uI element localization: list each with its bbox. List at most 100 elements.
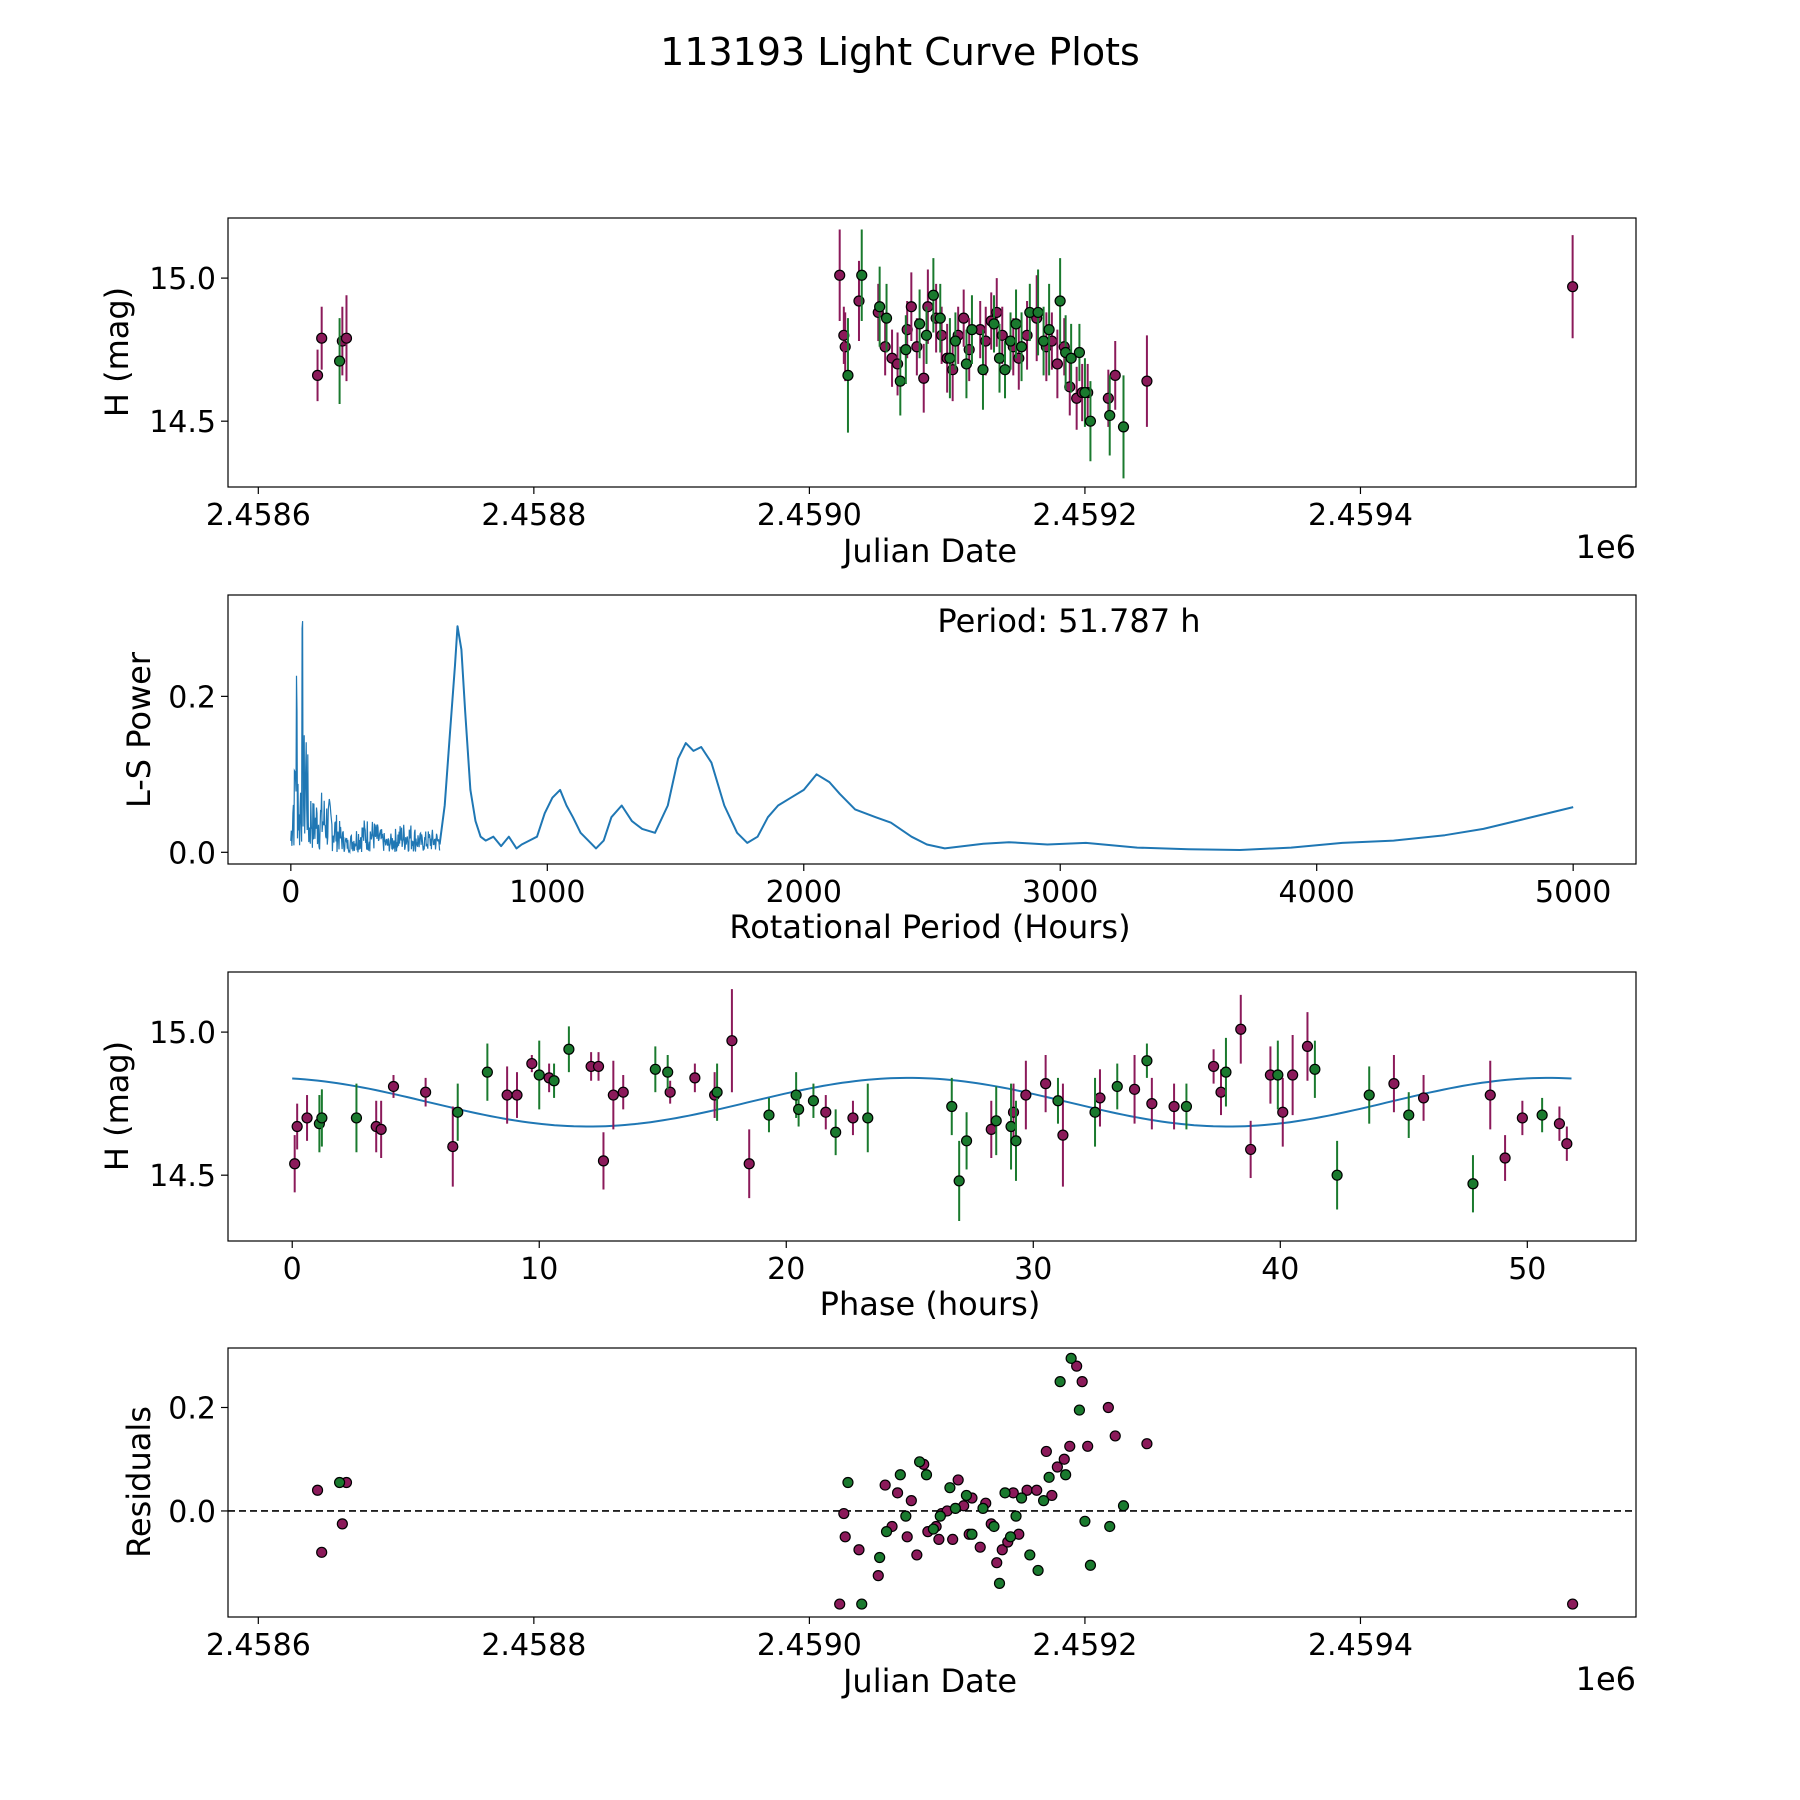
x-tick-label: 4000 [1279,875,1355,910]
data-point [1141,375,1153,387]
data-point [1043,324,1055,336]
data-point [649,1063,661,1075]
data-point [1499,1152,1511,1164]
data-point [958,312,970,324]
data-point [856,269,868,281]
data-point [291,1120,303,1133]
figure-title: 113193 Light Curve Plots [660,30,1140,74]
x-tick-label: 3000 [1022,875,1098,910]
periodogram-y-ticks: 0.0 0.2 [168,680,228,871]
x-tick-label: 50 [1508,1252,1546,1287]
data-point [1073,346,1086,359]
data-point [1104,409,1116,422]
x-tick-label: 20 [767,1252,805,1287]
residuals-x-offset-label: 1e6 [1576,1660,1636,1698]
data-point [311,1484,324,1496]
x-tick-label: 30 [1014,1252,1052,1287]
data-point [920,329,933,341]
y-tick-label: 15.0 [149,1016,216,1051]
data-point [1010,1135,1022,1147]
data-point [1104,1520,1116,1533]
data-point [1084,415,1097,427]
periodogram-x-ticks: 0 1000 2000 3000 4000 5000 [281,864,1611,910]
x-tick-label: 40 [1261,1252,1299,1287]
data-point [333,355,346,367]
data-point [1484,1089,1496,1101]
data-point [711,1086,723,1098]
data-point [879,341,891,353]
residuals-xlabel: Julian Date [841,1662,1017,1700]
data-point [743,1158,755,1170]
data-point [1060,1469,1072,1481]
residuals-x-ticks: 2.4586 2.4588 2.4590 2.4592 2.4594 [206,1617,1413,1663]
data-point [856,1598,868,1610]
data-point [726,1035,738,1047]
data-point [1207,1060,1220,1073]
data-point [1567,1598,1579,1610]
data-point [1057,1129,1069,1141]
lightcurve-ylabel: H (mag) [98,287,136,417]
data-point [447,1140,459,1153]
data-point [1403,1109,1415,1121]
data-point [1015,1492,1028,1504]
data-point [1567,281,1579,293]
data-point [289,1158,301,1170]
data-point [1065,1352,1077,1364]
data-point [1536,1109,1548,1121]
data-point [1082,1440,1094,1452]
data-point [914,318,926,330]
data-point [894,1469,906,1481]
data-point [1015,341,1028,353]
data-point [511,1089,523,1101]
lightcurve-axes-frame [227,217,1637,488]
residuals-marks [228,1352,1636,1610]
data-point [375,1123,387,1135]
data-point [1117,1500,1130,1512]
data-point [1331,1169,1343,1181]
data-point [1051,358,1063,370]
data-point [949,1502,962,1514]
residuals-ylabel: Residuals [120,1406,158,1558]
data-point [387,1080,400,1093]
data-point [1467,1178,1479,1190]
data-point [1065,352,1077,364]
data-point [874,1551,886,1564]
data-point [1363,1089,1375,1101]
y-tick-label: 15.0 [149,262,216,297]
data-point [1020,1089,1032,1101]
data-point [991,1557,1003,1569]
data-point [1076,1376,1088,1388]
data-point [879,1479,891,1491]
data-point [993,1577,1006,1589]
data-point [1146,1098,1158,1110]
data-point [901,1531,913,1543]
data-point [1089,1106,1101,1118]
x-tick-label: 10 [520,1252,558,1287]
data-point [1004,335,1017,347]
data-point [922,301,934,313]
data-point [927,289,939,301]
data-point [996,1544,1008,1556]
phased-x-ticks: 0 10 20 30 40 50 [283,1241,1546,1287]
data-point [880,1526,893,1538]
periodogram-marks [290,621,1574,855]
data-point [1064,1440,1076,1452]
data-point [1272,1069,1284,1081]
y-tick-label: 0.2 [168,680,216,715]
data-point [944,1482,956,1494]
data-point [1084,1559,1097,1571]
data-point [936,329,948,341]
data-point [1032,1564,1044,1577]
data-point [1309,1063,1321,1075]
data-point [847,1112,859,1124]
data-point [333,1476,346,1489]
data-point [838,1507,850,1520]
data-point [1417,1092,1430,1104]
data-point [664,1086,676,1098]
lightcurve-x-ticks: 2.4586 2.4588 2.4590 2.4592 2.4594 [206,487,1413,533]
data-point [911,1549,923,1561]
data-point [1046,1489,1058,1502]
data-point [526,1057,538,1070]
lightcurve-panel: 2.4586 2.4588 2.4590 2.4592 2.4594 14.515.0 … [98,217,1637,570]
x-tick-label: 2.4592 [1032,1628,1137,1663]
